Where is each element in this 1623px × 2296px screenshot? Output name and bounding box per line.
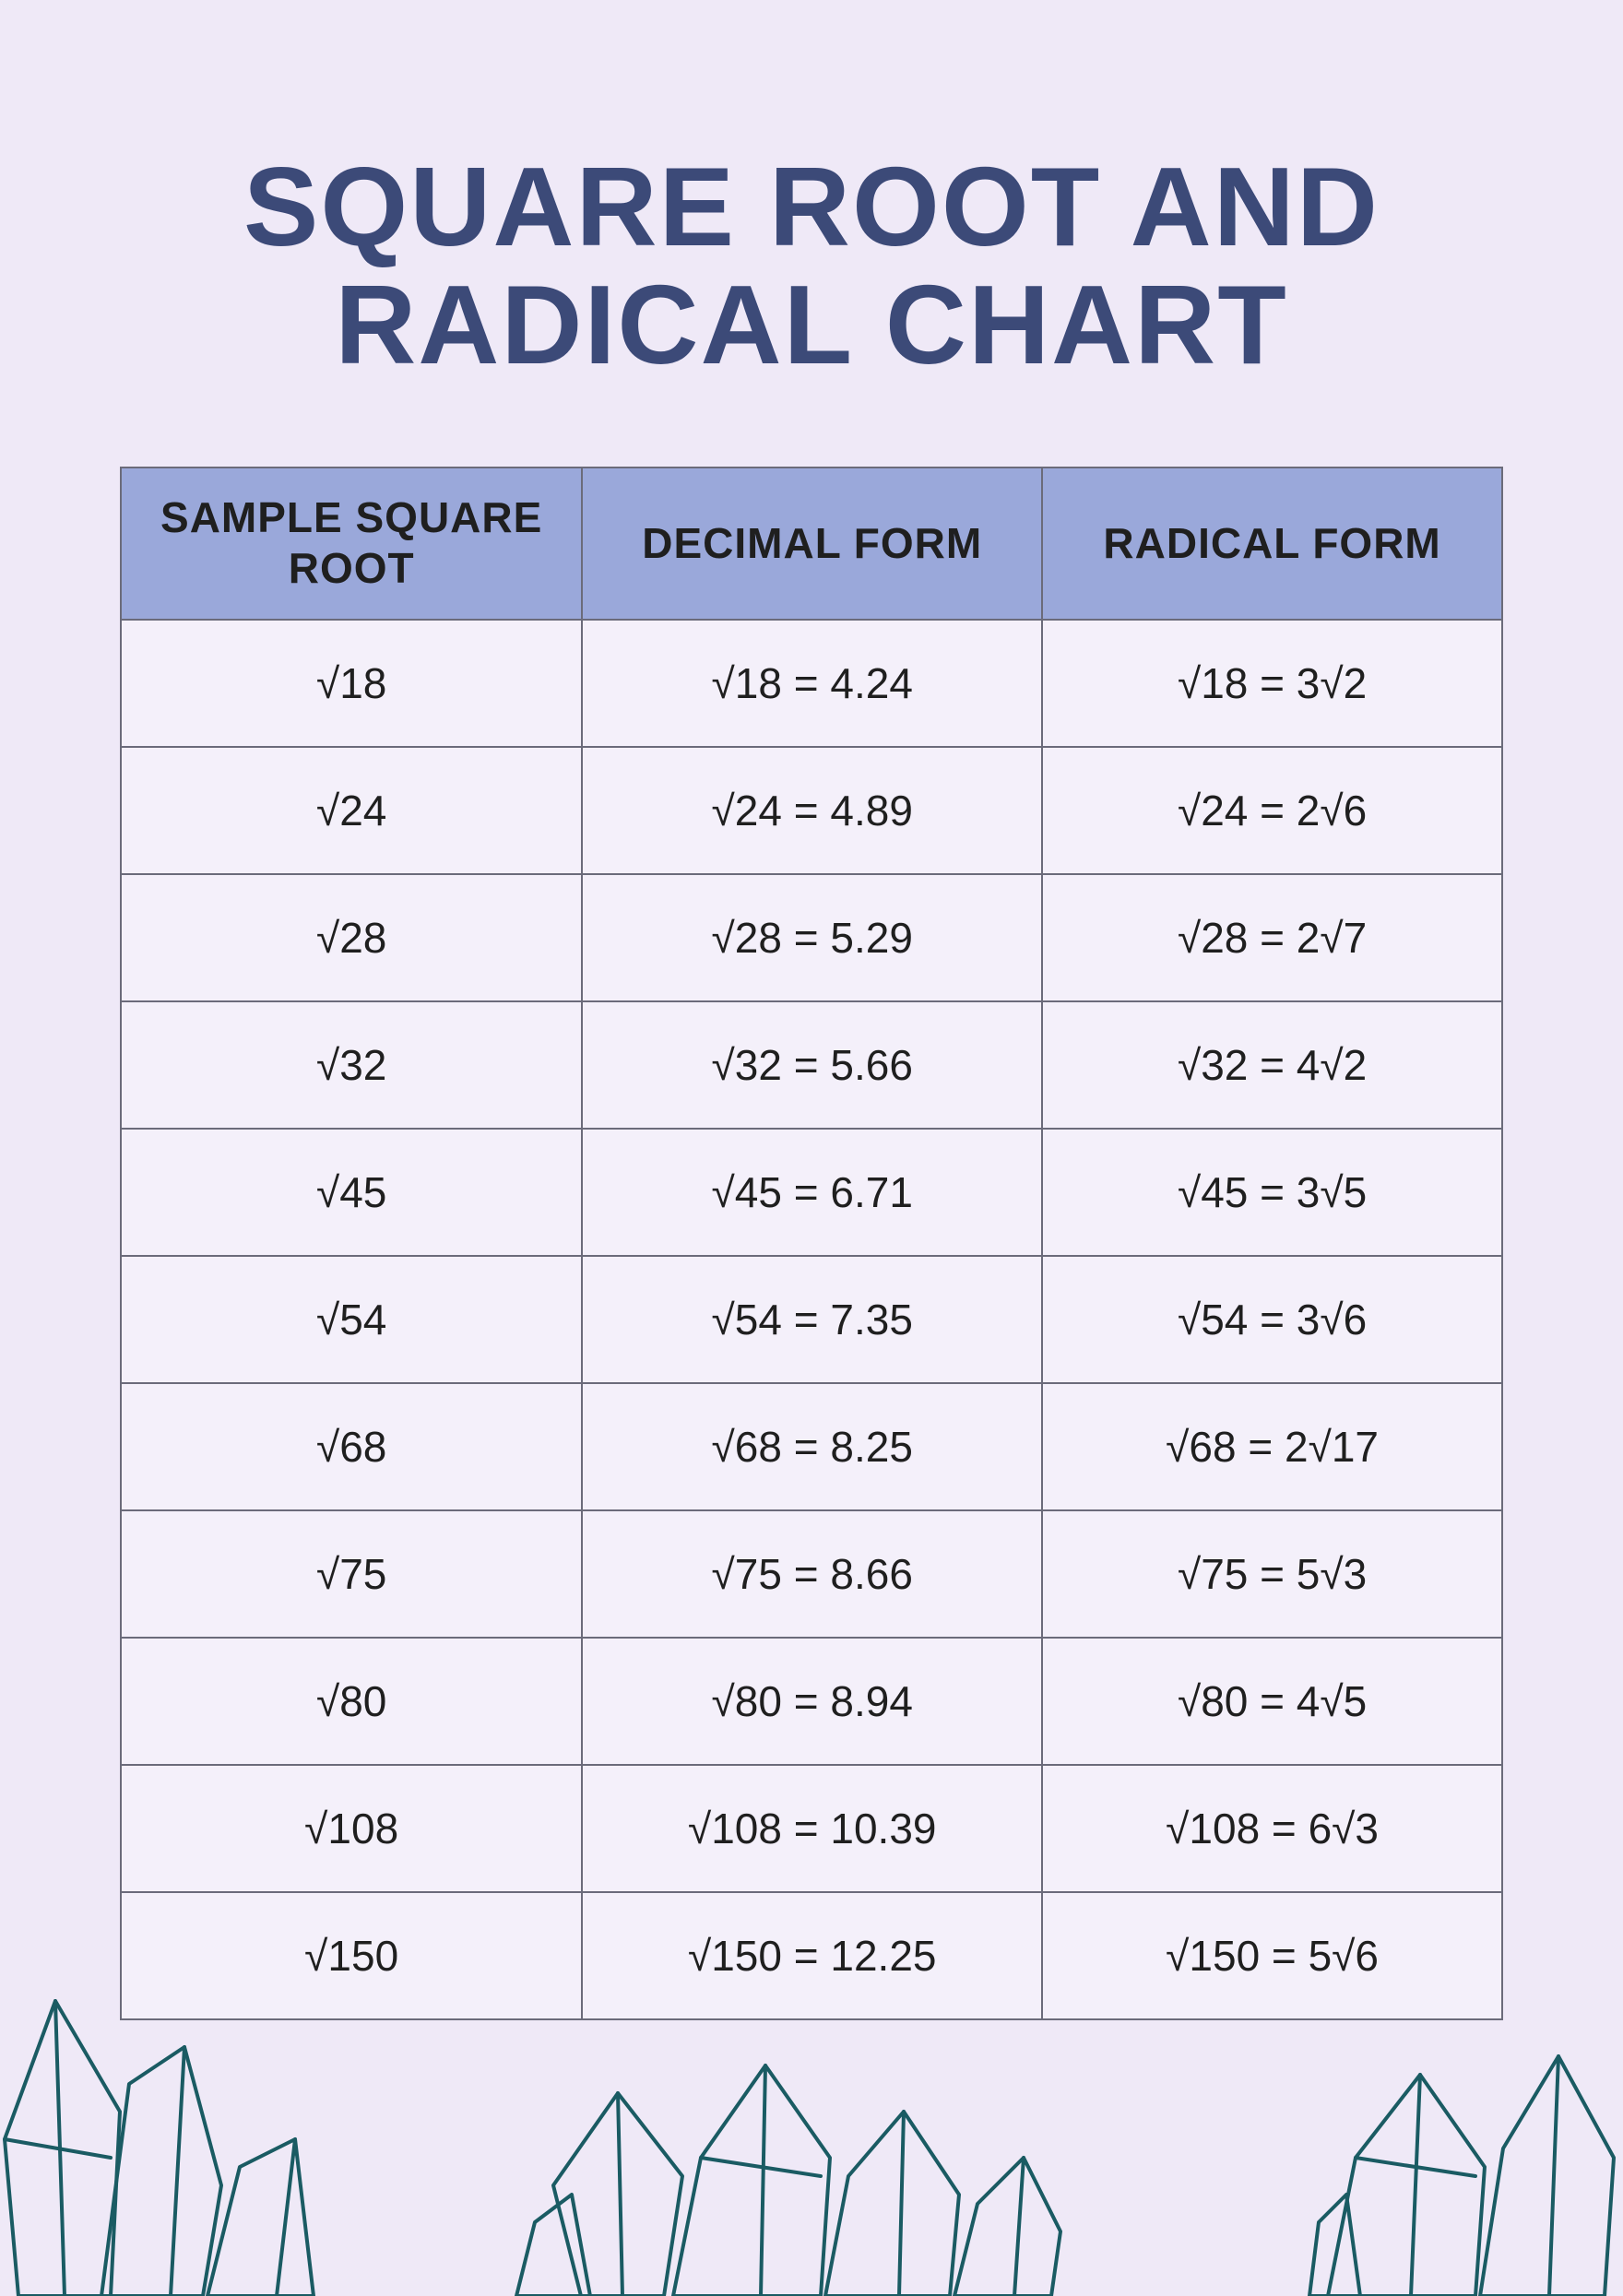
cell-radical: √75 = 5√3 (1042, 1510, 1502, 1638)
cell-decimal: √54 = 7.35 (582, 1256, 1042, 1383)
cell-decimal: √28 = 5.29 (582, 874, 1042, 1001)
cell-radical: √45 = 3√5 (1042, 1129, 1502, 1256)
table-row: √28 √28 = 5.29 √28 = 2√7 (121, 874, 1502, 1001)
table-row: √150 √150 = 12.25 √150 = 5√6 (121, 1892, 1502, 2019)
table-row: √45 √45 = 6.71 √45 = 3√5 (121, 1129, 1502, 1256)
cell-decimal: √75 = 8.66 (582, 1510, 1042, 1638)
cell-radical: √54 = 3√6 (1042, 1256, 1502, 1383)
cell-sample: √45 (121, 1129, 582, 1256)
table-row: √80 √80 = 8.94 √80 = 4√5 (121, 1638, 1502, 1765)
cell-decimal: √150 = 12.25 (582, 1892, 1042, 2019)
cell-decimal: √18 = 4.24 (582, 620, 1042, 747)
cell-sample: √24 (121, 747, 582, 874)
cell-decimal: √32 = 5.66 (582, 1001, 1042, 1129)
cell-decimal: √80 = 8.94 (582, 1638, 1042, 1765)
column-header-radical: RADICAL FORM (1042, 467, 1502, 619)
cell-sample: √75 (121, 1510, 582, 1638)
table-row: √24 √24 = 4.89 √24 = 2√6 (121, 747, 1502, 874)
table-header-row: SAMPLE SQUARE ROOT DECIMAL FORM RADICAL … (121, 467, 1502, 619)
table-row: √54 √54 = 7.35 √54 = 3√6 (121, 1256, 1502, 1383)
square-root-table: SAMPLE SQUARE ROOT DECIMAL FORM RADICAL … (120, 467, 1503, 2019)
table-row: √75 √75 = 8.66 √75 = 5√3 (121, 1510, 1502, 1638)
cell-radical: √24 = 2√6 (1042, 747, 1502, 874)
cell-radical: √28 = 2√7 (1042, 874, 1502, 1001)
page: SQUARE ROOT AND RADICAL CHART SAMPLE SQU… (0, 0, 1623, 2020)
chart-title: SQUARE ROOT AND RADICAL CHART (120, 148, 1503, 384)
cell-sample: √150 (121, 1892, 582, 2019)
cell-radical: √80 = 4√5 (1042, 1638, 1502, 1765)
cell-decimal: √45 = 6.71 (582, 1129, 1042, 1256)
column-header-sample: SAMPLE SQUARE ROOT (121, 467, 582, 619)
cell-radical: √68 = 2√17 (1042, 1383, 1502, 1510)
cell-sample: √108 (121, 1765, 582, 1892)
cell-radical: √32 = 4√2 (1042, 1001, 1502, 1129)
cell-radical: √18 = 3√2 (1042, 620, 1502, 747)
cell-sample: √18 (121, 620, 582, 747)
cell-sample: √80 (121, 1638, 582, 1765)
cell-radical: √108 = 6√3 (1042, 1765, 1502, 1892)
cell-sample: √68 (121, 1383, 582, 1510)
cell-radical: √150 = 5√6 (1042, 1892, 1502, 2019)
column-header-decimal: DECIMAL FORM (582, 467, 1042, 619)
cell-decimal: √108 = 10.39 (582, 1765, 1042, 1892)
table-row: √32 √32 = 5.66 √32 = 4√2 (121, 1001, 1502, 1129)
cell-sample: √54 (121, 1256, 582, 1383)
cell-sample: √28 (121, 874, 582, 1001)
table-row: √18 √18 = 4.24 √18 = 3√2 (121, 620, 1502, 747)
table-row: √108 √108 = 10.39 √108 = 6√3 (121, 1765, 1502, 1892)
cell-decimal: √24 = 4.89 (582, 747, 1042, 874)
cell-sample: √32 (121, 1001, 582, 1129)
cell-decimal: √68 = 8.25 (582, 1383, 1042, 1510)
table-row: √68 √68 = 8.25 √68 = 2√17 (121, 1383, 1502, 1510)
